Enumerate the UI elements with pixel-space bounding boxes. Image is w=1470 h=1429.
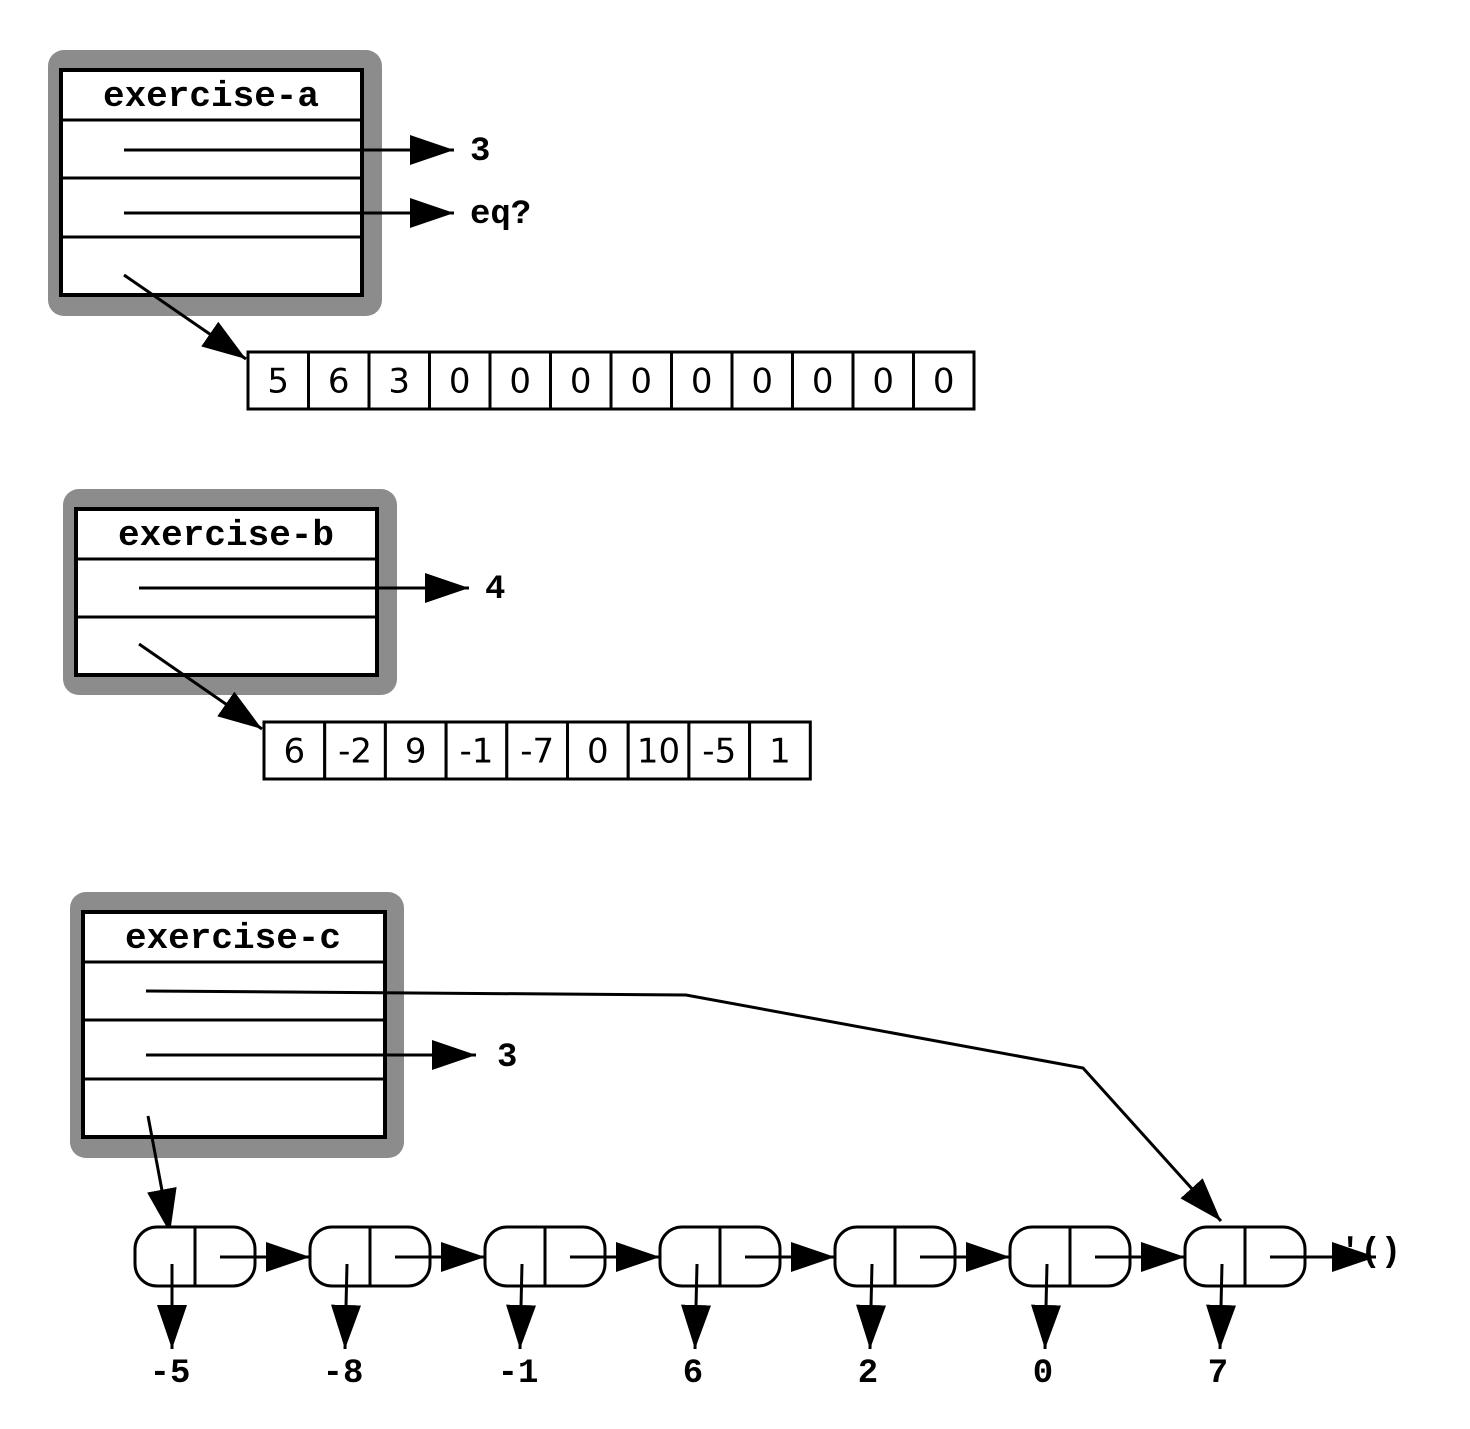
exercise-b-vector-cell [262, 720, 327, 781]
list-element-value: 7 [1208, 1355, 1228, 1393]
exercise-a-title: exercise-a [103, 76, 319, 117]
exercise-b-vector-cell-value: -2 [338, 732, 372, 772]
exercise-a-vector-cell [488, 350, 552, 411]
exercise-a-field-1-value: 3 [470, 133, 490, 171]
exercise-c-record: exercise-c [70, 892, 404, 1158]
exercise-c-box [81, 910, 387, 1139]
exercise-a-vector-cell [609, 350, 673, 411]
exercise-b-vector-cell-value: 6 [284, 732, 306, 772]
car-arrow [1206, 1263, 1237, 1350]
car-arrow [681, 1263, 712, 1350]
exercise-b-vector: 6 -2 9 -1 -7 0 10 -5 1 [262, 720, 812, 781]
exercise-b-record: exercise-b [63, 489, 397, 695]
exercise-b-field-1-value: 4 [485, 571, 505, 609]
exercise-a-vector-cell-value: 0 [509, 362, 531, 402]
exercise-a-vector-cell [791, 350, 855, 411]
exercise-b-box [74, 507, 379, 677]
car-arrow [506, 1263, 537, 1350]
exercise-a-vector-cell [730, 350, 794, 411]
exercise-b-vector-cell-value: -5 [702, 732, 736, 772]
exercise-b-vector-cell [687, 720, 752, 781]
exercise-c-last-pair-arrow [145, 989, 1223, 1223]
exercise-a-vector-cell [912, 350, 976, 411]
exercise-b-vector-cell-value: 0 [587, 732, 609, 772]
exercise-a-vector-cell-value: 0 [812, 362, 834, 402]
exercise-b-vector-cell-value: -7 [520, 732, 554, 772]
list-end-nil: '() [1340, 1234, 1401, 1272]
exercise-c-title: exercise-c [125, 918, 341, 959]
exercise-a-field-2-value: eq? [470, 196, 531, 234]
exercise-b-vector-cell-value: 10 [637, 732, 680, 772]
car-arrow [331, 1263, 362, 1350]
exercise-a-vector-arrow [123, 273, 247, 361]
list-element-value: -5 [150, 1355, 191, 1393]
exercise-a-box [59, 68, 364, 297]
exercise-a-vector-cell [851, 350, 915, 411]
exercise-a-vector-cell [307, 350, 371, 411]
exercise-c-field-2-value: 3 [497, 1039, 517, 1077]
car-arrow [856, 1263, 887, 1350]
car-arrow [1031, 1263, 1062, 1350]
list-element-value: -8 [323, 1355, 364, 1393]
exercise-b-vector-cell [748, 720, 812, 781]
exercise-b-vector-arrow [138, 642, 263, 731]
exercise-c-list-arrow [146, 1115, 177, 1234]
exercise-a-vector-cell [246, 350, 310, 411]
exercise-c-list: -5 -8 -1 6 2 0 7 [133, 1225, 1376, 1393]
list-element-value: 0 [1033, 1355, 1053, 1393]
exercise-a-record: exercise-a [48, 50, 382, 316]
exercise-b-vector-cell [626, 720, 691, 781]
exercise-a-vector-cell-value: 5 [267, 362, 289, 402]
exercise-b-vector-cell-value: 9 [405, 732, 427, 772]
exercise-b-title: exercise-b [118, 515, 334, 556]
list-element-value: -1 [498, 1355, 539, 1393]
exercise-b-vector-cell-value: -1 [459, 732, 493, 772]
exercise-b-vector-cell [383, 720, 448, 781]
exercise-a-vector-cell-value: 3 [388, 362, 410, 402]
exercise-b-vector-cell-value: 1 [769, 732, 791, 772]
exercise-a-vector-cell-value: 0 [933, 362, 955, 402]
list-element-value: 6 [683, 1355, 703, 1393]
exercise-a-vector-cell-value: 0 [691, 362, 713, 402]
exercise-a-vector-cell-value: 0 [751, 362, 773, 402]
exercise-a-vector-cell-value: 0 [449, 362, 471, 402]
exercise-a-vector-cell-value: 6 [328, 362, 350, 402]
exercise-a-vector-cell-value: 0 [570, 362, 592, 402]
exercise-a-vector-cell-value: 0 [872, 362, 894, 402]
exercise-a-vector-cell [428, 350, 492, 411]
list-element-value: 2 [858, 1355, 878, 1393]
exercise-a-vector-cell-value: 0 [630, 362, 652, 402]
